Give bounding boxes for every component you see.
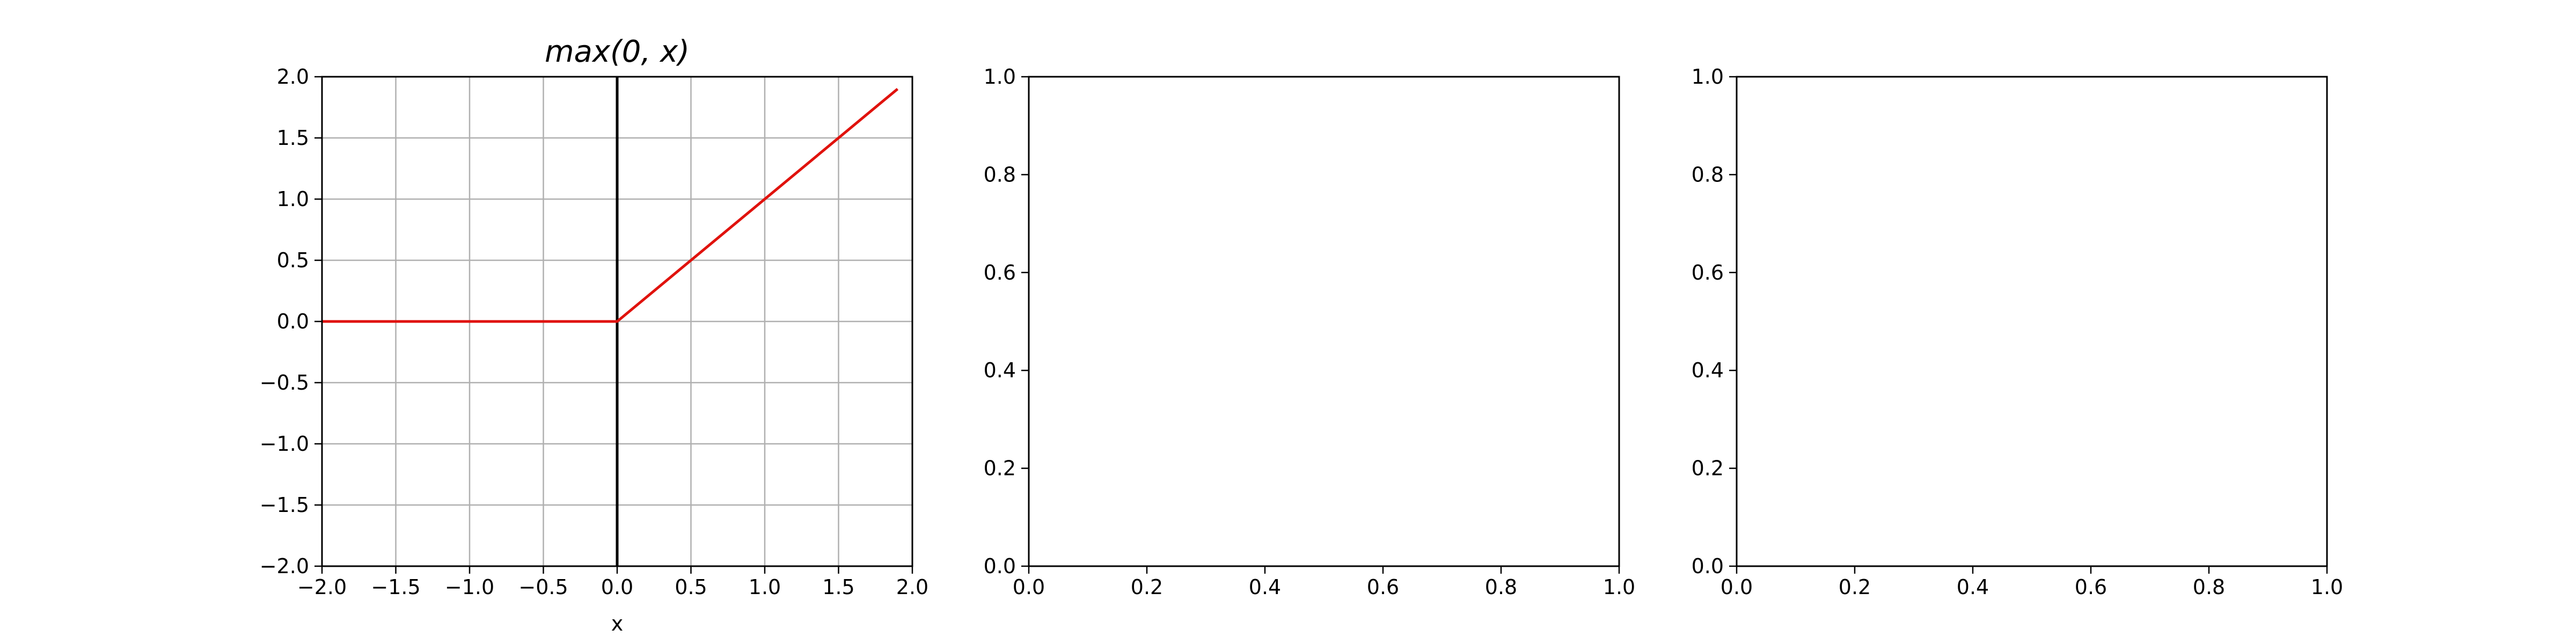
y-tick-label: 0.0: [1692, 554, 1724, 578]
x-tick-label: 1.0: [1603, 575, 1635, 599]
x-tick-label: 0.2: [1131, 575, 1163, 599]
chart-title: max(0, x): [545, 34, 690, 69]
x-tick-label: 0.0: [1721, 575, 1753, 599]
axes-panel-2: 0.0 0.2 0.4 0.6 0.8 1.0 0.0 0.2 0.4 0.6 0.8 1.0: [984, 65, 1636, 599]
y-tick-label: 0.2: [984, 457, 1016, 480]
axes-frame: [1028, 76, 1620, 567]
axes-panel-3: 0.0 0.2 0.4 0.6 0.8 1.0 0.0 0.2 0.4 0.6 0.8 1.0: [1692, 65, 2344, 599]
y-tick-label: 1.5: [277, 126, 309, 150]
y-tick-label: −0.5: [260, 371, 309, 394]
x-tick-label: −0.5: [518, 575, 568, 599]
y-tick-label: 1.0: [1692, 65, 1724, 89]
y-tick-label: −2.0: [260, 554, 309, 578]
y-tick-label: 0.8: [1692, 163, 1724, 186]
x-tick-label: 0.0: [1013, 575, 1045, 599]
x-tick-label: 0.4: [1957, 575, 1989, 599]
y-tick-label: 0.0: [277, 310, 309, 333]
x-tick-label: 0.4: [1249, 575, 1281, 599]
y-tick-label: 0.4: [984, 358, 1016, 382]
y-tick-label: 0.5: [277, 248, 309, 272]
y-tick-label: 0.2: [1692, 457, 1724, 480]
y-tick-label: 0.8: [984, 163, 1016, 186]
x-tick-label: 0.5: [675, 575, 707, 599]
x-tick-label: 0.0: [601, 575, 633, 599]
y-tick-label: −1.5: [260, 493, 309, 517]
x-tick-label: −1.5: [371, 575, 420, 599]
x-tick-label: 0.8: [1485, 575, 1517, 599]
x-axis-label: x: [611, 612, 624, 635]
x-tick-label: 0.2: [1839, 575, 1871, 599]
y-tick-label: 0.6: [1692, 261, 1724, 284]
x-tick-label: 1.0: [2311, 575, 2343, 599]
x-tick-label: 0.6: [2075, 575, 2107, 599]
y-tick-label: 1.0: [277, 187, 309, 211]
x-tick-label: 0.8: [2193, 575, 2225, 599]
x-tick-label: 1.0: [749, 575, 781, 599]
series-line-relu: [322, 87, 899, 323]
x-tick-label: −1.0: [445, 575, 494, 599]
x-tick-label: −2.0: [297, 575, 347, 599]
y-tick-label: 1.0: [984, 65, 1016, 89]
y-tick-label: 0.4: [1692, 358, 1724, 382]
y-tick-label: −1.0: [260, 432, 309, 456]
y-tick-label: 0.0: [984, 554, 1016, 578]
x-tick-label: 2.0: [896, 575, 928, 599]
x-tick-label: 1.5: [822, 575, 854, 599]
axes-frame: [1736, 76, 2328, 567]
y-tick-label: 0.6: [984, 261, 1016, 284]
axes-panel-1: −2.0 −1.5 −1.0 −0.5 0.0 0.5 1.0 1.5 2.0 −2.0 −1.5 −…: [260, 34, 929, 635]
y-tick-label: 2.0: [277, 65, 309, 89]
x-tick-label: 0.6: [1367, 575, 1399, 599]
